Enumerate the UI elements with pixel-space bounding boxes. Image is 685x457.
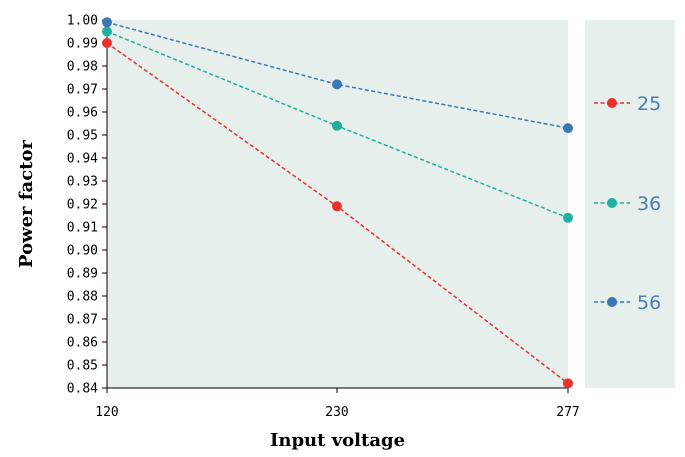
data-point-36 [102, 26, 112, 37]
data-point-25 [332, 201, 342, 212]
legend-box [585, 20, 675, 388]
x-axis-title: Input voltage [270, 430, 405, 451]
y-tick-label: 0.86 [67, 336, 98, 351]
y-tick-label: 0.95 [67, 129, 98, 144]
data-point-25 [102, 38, 112, 48]
data-point-56 [332, 79, 342, 90]
y-tick-label: 0.94 [67, 152, 98, 167]
y-tick-label: 0.89 [67, 267, 98, 282]
legend-label: 25 [637, 93, 661, 115]
y-tick-label: 0.92 [67, 198, 98, 213]
legend-swatch-marker [607, 297, 617, 307]
legend-entry-36: 36 [594, 193, 661, 215]
legend-swatch-marker [607, 98, 617, 108]
y-tick-label: 0.99 [67, 37, 98, 52]
legend: 25 36 56 [594, 93, 661, 314]
y-tick-label: 0.88 [67, 290, 98, 305]
x-tick-label: 277 [556, 405, 579, 420]
data-point-25 [563, 378, 573, 389]
legend-label: 56 [637, 292, 661, 314]
y-tick-label: 1.00 [67, 14, 98, 29]
data-point-56 [563, 123, 573, 134]
x-ticks: 120 230 277 [95, 388, 580, 420]
legend-entry-56: 56 [594, 292, 661, 314]
data-point-36 [332, 120, 342, 131]
data-point-56 [102, 17, 112, 28]
series-line-56 [106, 21, 569, 129]
y-tick-label: 0.85 [67, 359, 98, 374]
legend-label: 36 [637, 193, 661, 215]
y-tick-label: 0.97 [67, 83, 98, 98]
y-tick-label: 0.96 [67, 106, 98, 121]
y-tick-label: 0.98 [67, 60, 98, 75]
legend-swatch-marker [607, 198, 617, 208]
data-point-36 [563, 212, 573, 223]
x-tick-label: 120 [95, 405, 118, 420]
series-layer [102, 17, 573, 389]
y-ticks: 1.00 0.99 0.98 0.97 0.96 0.95 0.94 0.93 0.92 0.91… [67, 14, 107, 397]
y-tick-label: 0.87 [67, 313, 98, 328]
x-tick-label: 230 [325, 405, 348, 420]
y-tick-label: 0.84 [67, 382, 98, 397]
y-tick-label: 0.90 [67, 244, 98, 259]
y-tick-label: 0.91 [67, 221, 98, 236]
y-axis-title: Power factor [16, 140, 37, 268]
legend-entry-25: 25 [594, 93, 661, 115]
y-tick-label: 0.93 [67, 175, 98, 190]
